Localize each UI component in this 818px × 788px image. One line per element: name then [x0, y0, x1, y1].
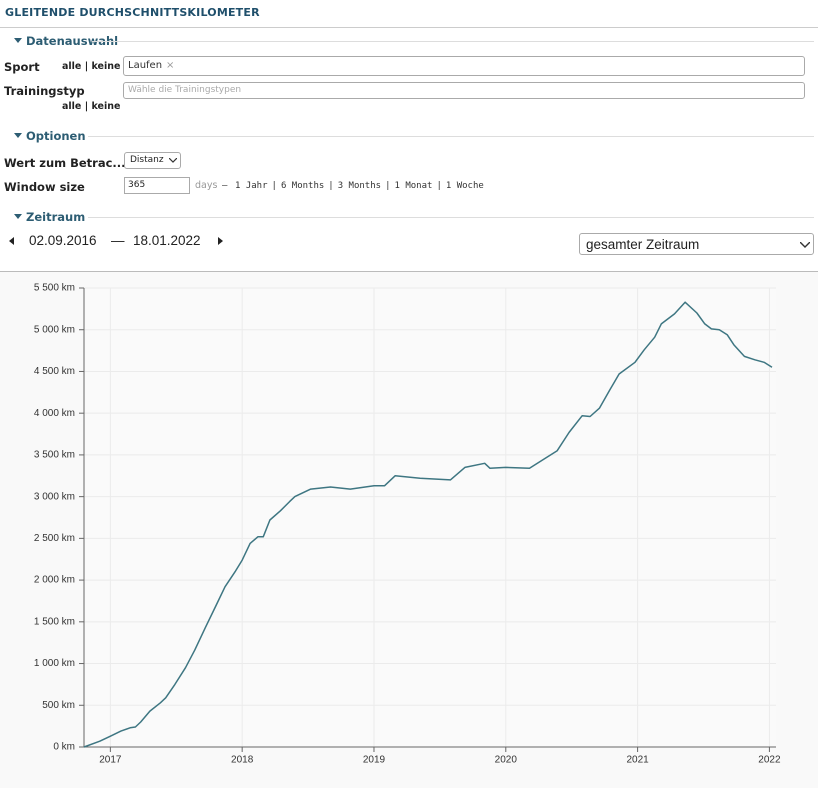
link[interactable]: keine	[91, 61, 120, 72]
divider	[88, 136, 814, 137]
y-tick-label: 5 500 km	[34, 283, 75, 294]
number-input[interactable]: 365	[124, 177, 190, 194]
tag-input[interactable]: Wähle die Trainingstypen	[123, 82, 805, 99]
x-tick-label: 2020	[495, 755, 518, 766]
y-tick-label: 5 000 km	[34, 324, 75, 335]
tag-input[interactable]: Laufen ×	[123, 56, 805, 76]
placeholder: Wähle die Trainingstypen	[128, 85, 241, 95]
separator: |	[385, 181, 390, 191]
label: Trainingstyp	[4, 84, 85, 98]
preset-link[interactable]: 3 Months	[338, 181, 381, 191]
link-group: alle | keine	[62, 61, 120, 72]
link[interactable]: keine	[91, 101, 120, 112]
divider	[92, 41, 814, 42]
label: Sport	[4, 60, 40, 74]
separator: |	[328, 181, 333, 191]
y-tick-label: 3 500 km	[34, 450, 75, 461]
separator: |	[272, 181, 277, 191]
prev-button[interactable]	[9, 237, 14, 245]
collapse-icon[interactable]	[14, 38, 22, 44]
link-group: alle | keine	[62, 101, 120, 112]
y-tick-label: 1 000 km	[34, 658, 75, 669]
next-button[interactable]	[218, 237, 223, 245]
preset-link[interactable]: 1 Woche	[446, 181, 484, 191]
chart: 0 km 500 km 1 000 km 1 500 km 2 000 km 2 500 …	[0, 272, 818, 788]
label: Wert zum Betrac...	[4, 156, 126, 170]
tag: Laufen	[128, 60, 162, 71]
x-tick-label: 2017	[99, 755, 122, 766]
x-tick-label: 2018	[231, 755, 254, 766]
y-tick-label: 4 000 km	[34, 408, 75, 419]
section-title[interactable]: Zeitraum	[26, 210, 85, 224]
link[interactable]: alle	[62, 101, 81, 112]
tag-remove[interactable]: ×	[166, 60, 174, 71]
section-title[interactable]: Optionen	[26, 129, 86, 143]
y-tick-label: 1 500 km	[34, 616, 75, 627]
divider	[88, 217, 814, 218]
y-tick-label: 4 500 km	[34, 366, 75, 377]
link[interactable]: alle	[62, 61, 81, 72]
y-tick-label: 0 km	[53, 742, 75, 753]
page-title: GLEITENDE DURCHSCHNITTSKILOMETER	[5, 6, 260, 19]
x-tick-label: 2021	[626, 755, 649, 766]
chevron	[169, 158, 177, 164]
unit: days	[195, 180, 217, 191]
plot-area	[84, 288, 776, 747]
select[interactable]: gesamter Zeitraum	[579, 233, 814, 255]
preset-link[interactable]: 6 Months	[281, 181, 324, 191]
label: Window size	[4, 180, 85, 194]
preset-link[interactable]: 1 Monat	[395, 181, 433, 191]
select[interactable]: Distanz	[124, 152, 181, 169]
collapse-icon[interactable]	[14, 133, 22, 139]
divider	[0, 27, 818, 28]
dash: —	[111, 233, 125, 248]
separator: |	[436, 181, 441, 191]
select-value: Distanz	[130, 155, 164, 165]
x-tick-label: 2022	[758, 755, 781, 766]
select-value: gesamter Zeitraum	[586, 237, 699, 252]
y-tick-label: 500 km	[42, 700, 75, 711]
input-value: 365	[128, 180, 145, 190]
chevron	[800, 242, 810, 249]
separator: |	[85, 101, 88, 112]
collapse-icon[interactable]	[14, 214, 22, 220]
dash: –	[222, 181, 227, 191]
y-tick-label: 2 500 km	[34, 533, 75, 544]
preset-link[interactable]: 1 Jahr	[235, 181, 268, 191]
date-to[interactable]: 18.01.2022	[133, 233, 201, 248]
separator: |	[85, 61, 88, 72]
preset-links: 1 Jahr|6 Months|3 Months|1 Monat|1 Woche	[235, 181, 484, 191]
date-from[interactable]: 02.09.2016	[29, 233, 97, 248]
y-tick-label: 3 000 km	[34, 491, 75, 502]
x-tick-label: 2019	[363, 755, 386, 766]
y-tick-label: 2 000 km	[34, 575, 75, 586]
